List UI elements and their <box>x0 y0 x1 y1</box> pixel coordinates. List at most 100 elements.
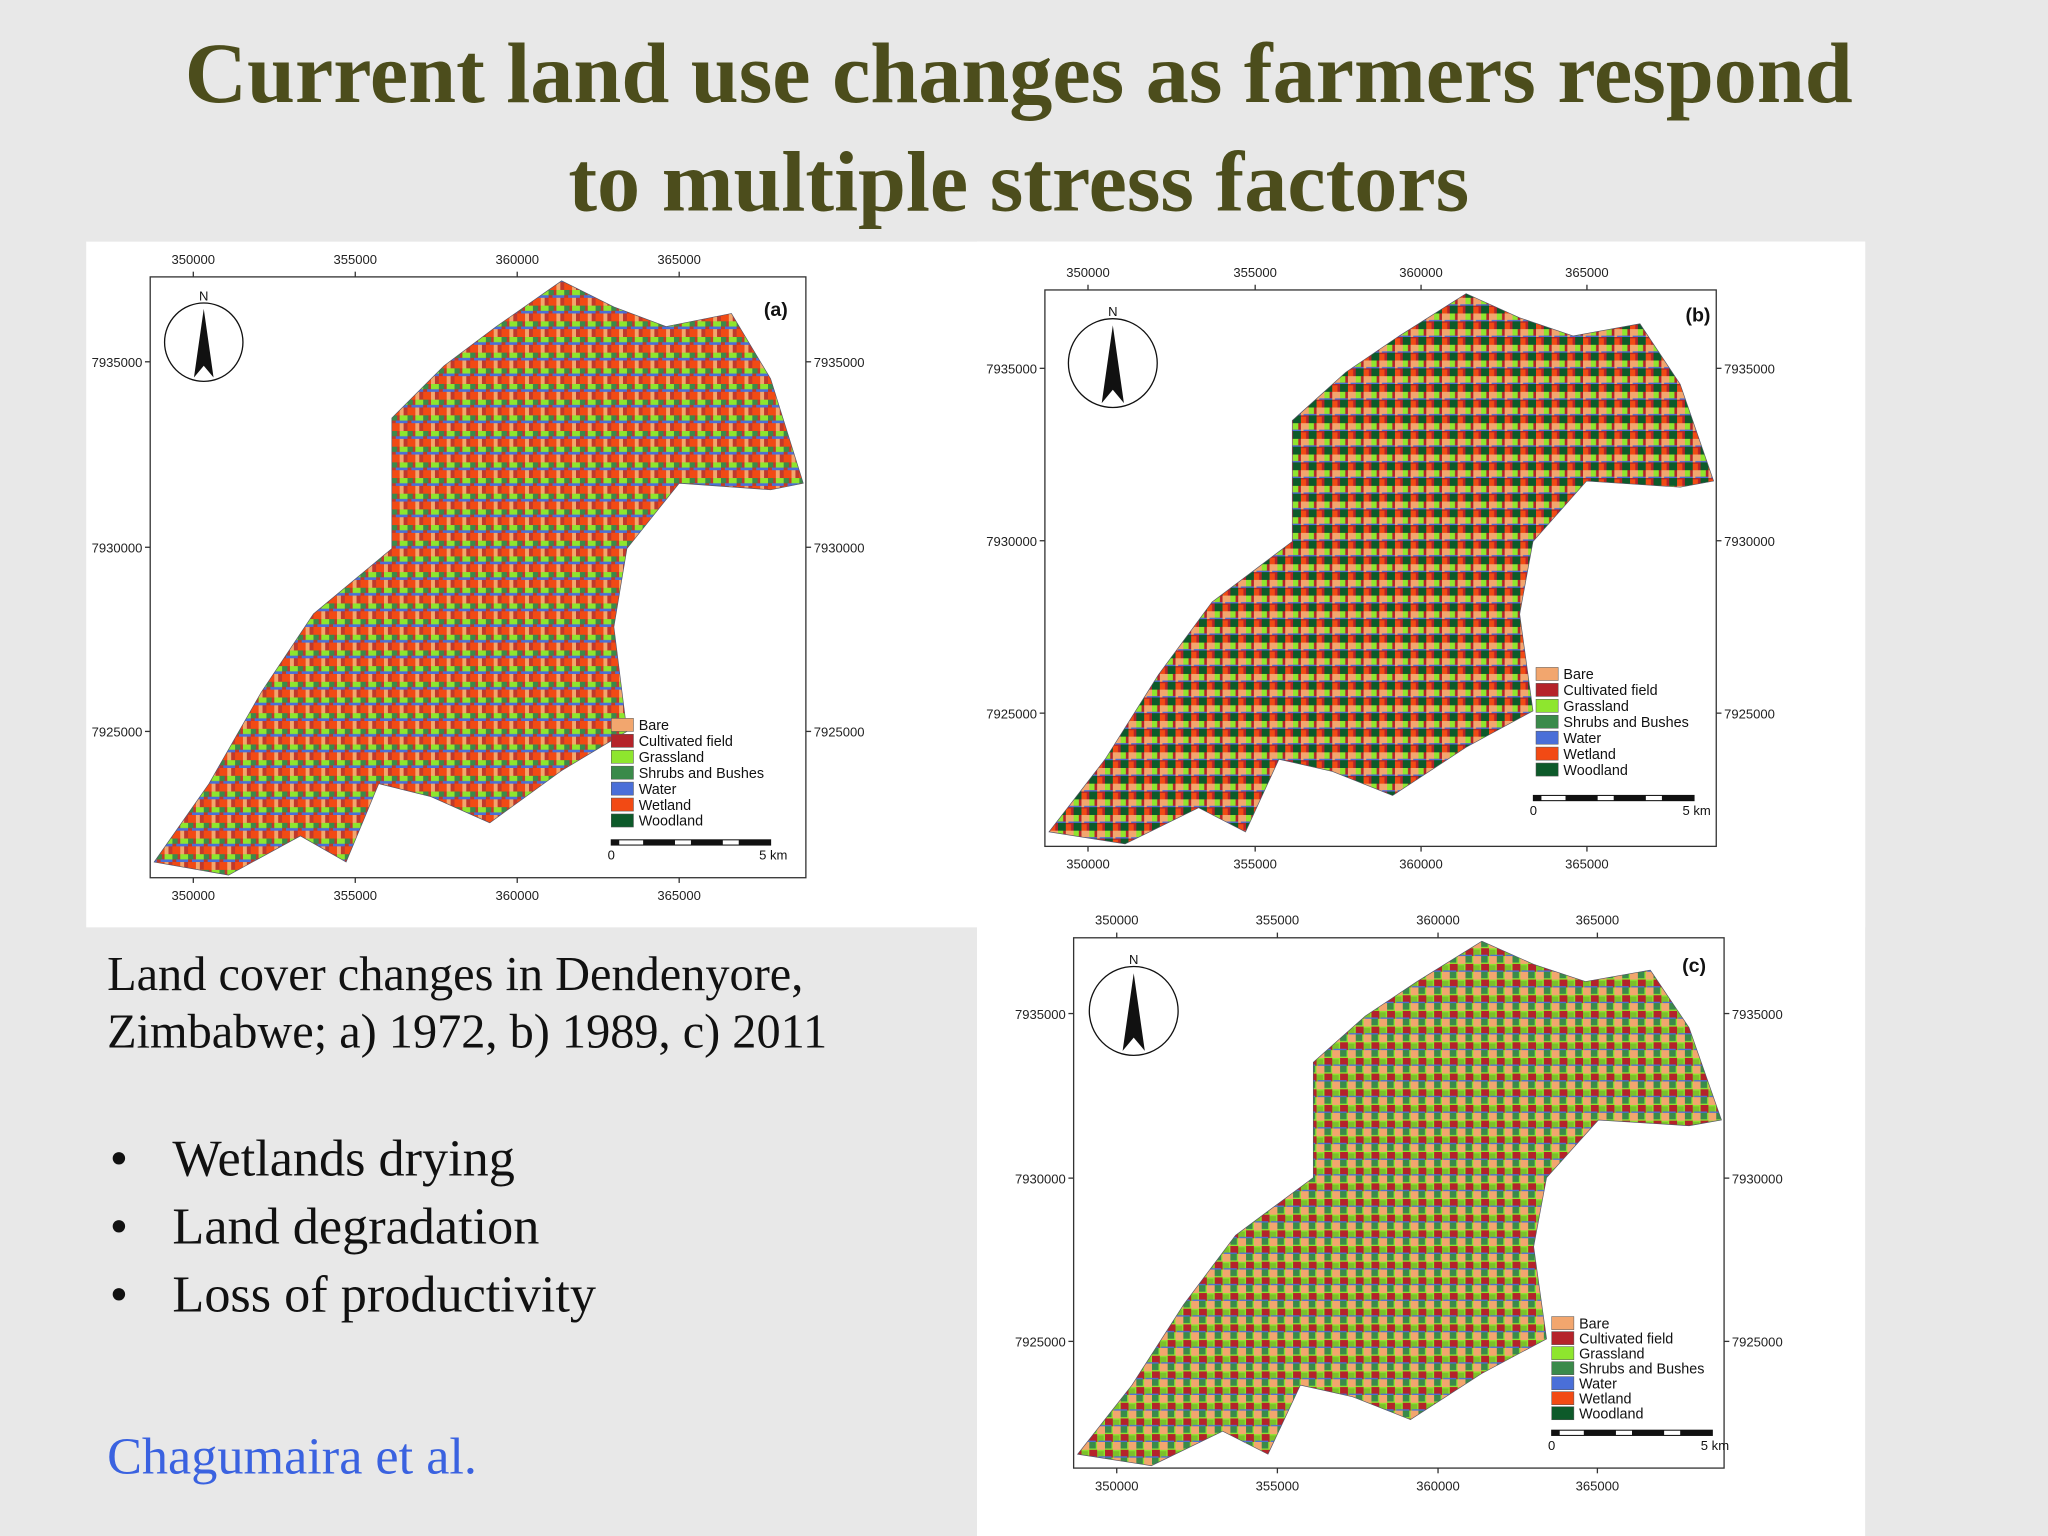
scale-bar-segment <box>611 839 620 846</box>
y-tick-label: 7930000 <box>1015 1171 1066 1186</box>
x-tick-label: 365000 <box>657 252 701 267</box>
legend-swatch <box>611 781 634 796</box>
legend-swatch <box>1535 730 1559 745</box>
legend-swatch <box>1551 1346 1575 1360</box>
scale-bar-segment <box>1613 795 1646 801</box>
land-cover-area <box>1048 293 1715 845</box>
legend-label: Wetland <box>1563 747 1615 763</box>
map: 350000 350000 355000 355000 360000 360000 3650… <box>92 252 865 903</box>
legend-label: Shrubs and Bushes <box>1563 715 1688 731</box>
x-tick-label: 355000 <box>333 888 377 903</box>
north-arrow <box>1101 325 1124 404</box>
scale-bar-segment <box>1551 1430 1560 1436</box>
x-tick-label: 365000 <box>657 888 701 903</box>
x-tick-label: 350000 <box>1095 913 1139 928</box>
y-tick-label: 7935000 <box>986 362 1037 377</box>
north-label: N <box>1108 304 1117 319</box>
legend-label: Water <box>1563 731 1601 747</box>
x-tick-label: 360000 <box>1399 265 1443 280</box>
legend-swatch <box>1535 762 1559 777</box>
citation: Chagumaira et al. <box>107 1427 477 1485</box>
legend-label: Shrubs and Bushes <box>1579 1361 1704 1377</box>
caption: Zimbabwe; a) 1972, b) 1989, c) 2011 <box>107 1006 827 1059</box>
legend-label: Grassland <box>1563 699 1628 715</box>
north-label: N <box>1129 952 1138 967</box>
legend-swatch <box>611 734 634 748</box>
bullet: Loss of productivity <box>172 1265 596 1323</box>
y-tick-label: 7930000 <box>814 540 865 555</box>
x-tick-label: 365000 <box>1576 913 1620 928</box>
panel-label: (b) <box>1685 304 1710 326</box>
legend-swatch <box>1535 714 1559 729</box>
legend-label: Shrubs and Bushes <box>639 766 764 782</box>
legend-label: Cultivated field <box>1563 683 1657 699</box>
legend-label: Grassland <box>639 750 704 766</box>
legend-swatch <box>1551 1406 1575 1421</box>
scale-label: 0 <box>1530 803 1537 818</box>
scale-bar-segment <box>1533 795 1542 801</box>
panel-label: (a) <box>764 299 788 321</box>
caption: Land cover changes in Dendenyore, <box>107 948 803 1001</box>
scale-bar-segment <box>738 839 771 846</box>
legend-swatch <box>1551 1391 1575 1405</box>
y-tick-label: 7925000 <box>814 725 865 740</box>
x-tick-label: 350000 <box>172 888 216 903</box>
legend-swatch <box>1551 1331 1575 1345</box>
scale-label: 0 <box>608 847 615 862</box>
y-tick-label: 7925000 <box>92 725 143 740</box>
x-tick-label: 360000 <box>1416 913 1460 928</box>
scale-bar-segment <box>1661 795 1695 801</box>
title: to multiple stress factors <box>568 133 1469 229</box>
bullet: Land degradation <box>172 1197 539 1255</box>
x-tick-label: 360000 <box>495 252 539 267</box>
legend-swatch <box>611 797 634 812</box>
scale-bar-segment <box>690 839 723 846</box>
north-arrow <box>1122 973 1145 1051</box>
x-tick-label: 365000 <box>1576 1478 1620 1493</box>
legend-label: Bare <box>1579 1316 1609 1332</box>
north-arrow <box>193 308 214 378</box>
bullet: Wetlands drying <box>172 1130 515 1188</box>
y-tick-label: 7935000 <box>814 355 865 370</box>
scale-bar-segment <box>1583 1430 1616 1436</box>
bullet-dot: • <box>110 1197 128 1255</box>
scale-bar-segment <box>643 839 676 846</box>
x-tick-label: 360000 <box>495 888 539 903</box>
legend-swatch <box>1535 667 1559 681</box>
y-tick-label: 7930000 <box>92 540 143 555</box>
x-tick-label: 350000 <box>172 252 216 267</box>
x-tick-label: 355000 <box>1256 1478 1300 1493</box>
y-tick-label: 7930000 <box>986 534 1037 549</box>
legend-swatch <box>611 749 634 764</box>
legend-swatch <box>1551 1316 1575 1330</box>
panel-label: (c) <box>1682 955 1706 977</box>
legend-label: Cultivated field <box>639 734 733 750</box>
legend-label: Bare <box>1563 667 1593 683</box>
legend-label: Wetland <box>639 798 691 814</box>
legend-label: Grassland <box>1579 1346 1644 1362</box>
land-cover-area <box>1076 940 1722 1467</box>
north-label: N <box>199 288 208 303</box>
y-tick-label: 7925000 <box>1732 1335 1783 1350</box>
legend-label: Water <box>639 782 677 798</box>
scale-label: 5 km <box>759 847 787 862</box>
legend-label: Bare <box>639 718 669 734</box>
scale-label: 5 km <box>1701 1438 1729 1453</box>
legend-swatch <box>611 718 634 732</box>
x-tick-label: 350000 <box>1066 265 1110 280</box>
legend-swatch <box>1551 1361 1575 1375</box>
x-tick-label: 355000 <box>1233 857 1277 872</box>
scale-bar-segment <box>1632 1430 1665 1436</box>
y-tick-label: 7935000 <box>1015 1007 1066 1022</box>
legend-label: Woodland <box>1563 763 1627 779</box>
x-tick-label: 365000 <box>1565 857 1609 872</box>
land-cover-area <box>153 280 804 876</box>
y-tick-label: 7935000 <box>1732 1007 1783 1022</box>
y-tick-label: 7925000 <box>986 706 1037 721</box>
scale-bar-segment <box>1565 795 1598 801</box>
bullet-dot: • <box>110 1130 128 1188</box>
map: 350000 350000 355000 355000 360000 360000 3650… <box>986 265 1775 872</box>
legend-label: Woodland <box>639 814 703 830</box>
y-tick-label: 7930000 <box>1732 1171 1783 1186</box>
